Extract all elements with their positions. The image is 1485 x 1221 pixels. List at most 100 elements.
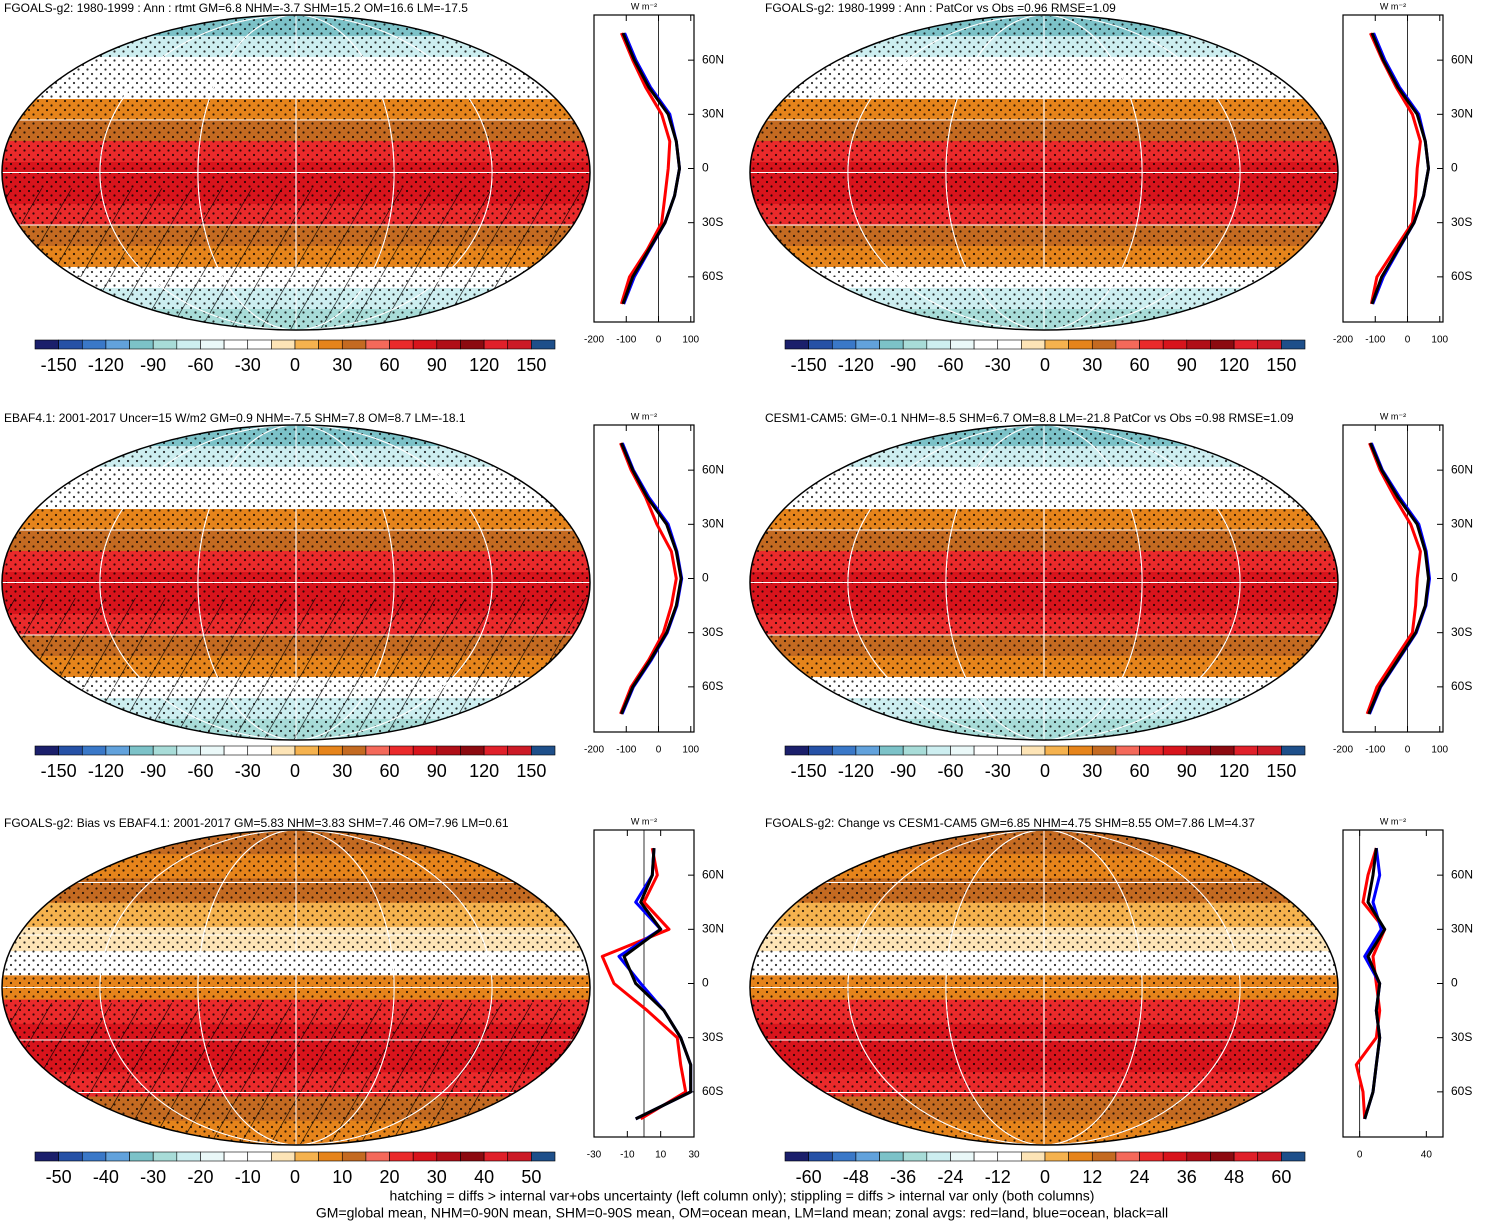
colorbar-box bbox=[1068, 339, 1093, 350]
colorbar-box bbox=[1233, 745, 1259, 756]
colorbar-box bbox=[855, 1151, 880, 1162]
colorbar-box bbox=[997, 745, 1022, 756]
colorbar-label: 150 bbox=[1266, 355, 1296, 375]
colorbar-box bbox=[247, 339, 272, 350]
colorbar-label: -150 bbox=[791, 355, 827, 375]
graticule bbox=[197, 425, 395, 740]
colorbar-label: 10 bbox=[332, 1167, 352, 1187]
map bbox=[1, 829, 591, 1146]
colorbar-box bbox=[950, 339, 975, 350]
colorbar-box bbox=[105, 339, 130, 350]
colorbar-box bbox=[950, 745, 975, 756]
colorbar-box bbox=[1021, 1151, 1046, 1162]
colorbar-box bbox=[855, 339, 880, 350]
colorbar-box bbox=[341, 1151, 367, 1162]
colorbar-box bbox=[341, 339, 367, 350]
colorbar-box bbox=[1115, 745, 1140, 756]
colorbar-box bbox=[902, 745, 928, 756]
colorbar-box bbox=[902, 1151, 928, 1162]
colorbar-label: -20 bbox=[187, 1167, 213, 1187]
colorbar-box bbox=[341, 745, 367, 756]
x-tick-label: 100 bbox=[682, 335, 699, 346]
colorbar-box bbox=[1091, 745, 1117, 756]
map-field bbox=[2, 15, 590, 330]
colorbar-label: 120 bbox=[469, 761, 499, 781]
map bbox=[749, 14, 1339, 331]
y-tick-label: 30S bbox=[1451, 1030, 1472, 1044]
colorbar-label: 20 bbox=[380, 1167, 400, 1187]
graticule bbox=[99, 15, 493, 330]
colorbar-box bbox=[294, 339, 319, 350]
graticule bbox=[945, 425, 1143, 740]
map-border bbox=[1, 829, 591, 1146]
zonal-line bbox=[621, 32, 681, 305]
colorbar-label: 60 bbox=[1271, 1167, 1291, 1187]
colorbar-box bbox=[152, 339, 178, 350]
zonal-line bbox=[620, 442, 684, 715]
colorbar-label: 0 bbox=[290, 1167, 300, 1187]
colorbar-label: 48 bbox=[1224, 1167, 1244, 1187]
zonal-line bbox=[620, 442, 683, 715]
colorbar-label: -60 bbox=[937, 355, 963, 375]
colorbar-label: 50 bbox=[521, 1167, 541, 1187]
colorbar-label: -30 bbox=[140, 1167, 166, 1187]
colorbar-box bbox=[1281, 1151, 1306, 1162]
colorbar-box bbox=[483, 339, 509, 350]
colorbar-label: -30 bbox=[235, 761, 261, 781]
x-tick-label: 0 bbox=[1405, 745, 1411, 756]
x-tick-label: -100 bbox=[616, 335, 636, 346]
zonal-line bbox=[1371, 32, 1430, 305]
x-tick-label: 100 bbox=[1431, 335, 1448, 346]
colorbar-label: 30 bbox=[332, 761, 352, 781]
zonal-line bbox=[1370, 32, 1430, 305]
colorbar-label: 0 bbox=[1040, 355, 1050, 375]
y-tick-label: 30N bbox=[1451, 921, 1473, 935]
zonal-line bbox=[622, 32, 681, 305]
colorbar-label: -90 bbox=[890, 355, 916, 375]
map-field bbox=[750, 830, 1338, 1145]
x-tick-label: -200 bbox=[1333, 745, 1353, 756]
y-tick-label: 30N bbox=[702, 921, 724, 935]
colorbar-box bbox=[808, 745, 833, 756]
colorbar-label: -30 bbox=[235, 355, 261, 375]
colorbar-label: 30 bbox=[332, 355, 352, 375]
x-tick-label: -200 bbox=[584, 745, 604, 756]
colorbar-box bbox=[34, 339, 59, 350]
colorbar-box bbox=[318, 1151, 343, 1162]
map bbox=[1, 14, 591, 331]
colorbar-box bbox=[1233, 339, 1259, 350]
colorbar-box bbox=[365, 339, 390, 350]
colorbar-box bbox=[1162, 1151, 1188, 1162]
y-tick-label: 30N bbox=[1451, 106, 1473, 120]
colorbar-box bbox=[1257, 1151, 1282, 1162]
colorbar-label: 0 bbox=[290, 761, 300, 781]
colorbar-box bbox=[507, 745, 532, 756]
colorbar-box bbox=[784, 1151, 809, 1162]
y-tick-label: 30S bbox=[702, 215, 723, 229]
colorbar-label: 60 bbox=[380, 761, 400, 781]
x-tick-label: -200 bbox=[584, 335, 604, 346]
colorbar-box bbox=[997, 1151, 1022, 1162]
colorbar-box bbox=[436, 1151, 461, 1162]
map bbox=[1, 424, 591, 741]
colorbar-box bbox=[176, 339, 201, 350]
colorbar-label: -50 bbox=[46, 1167, 72, 1187]
colorbar-box bbox=[152, 745, 178, 756]
colorbar-label: -10 bbox=[235, 1167, 261, 1187]
colorbar-box bbox=[389, 745, 414, 756]
colorbar-label: -40 bbox=[93, 1167, 119, 1187]
colorbar-box bbox=[105, 745, 130, 756]
colorbar-box bbox=[436, 745, 461, 756]
colorbar-box bbox=[1281, 745, 1306, 756]
y-tick-label: 0 bbox=[1451, 161, 1458, 175]
graticule bbox=[945, 15, 1143, 330]
colorbar-box bbox=[1281, 339, 1306, 350]
panel-title: CESM1-CAM5: GM=-0.1 NHM=-8.5 SHM=6.7 OM=… bbox=[765, 411, 1294, 425]
colorbar-box bbox=[808, 339, 833, 350]
colorbar-box bbox=[1091, 1151, 1117, 1162]
graticule bbox=[847, 830, 1241, 1145]
zonal-line bbox=[619, 32, 672, 305]
y-tick-label: 0 bbox=[702, 161, 709, 175]
colorbar-box bbox=[879, 1151, 904, 1162]
